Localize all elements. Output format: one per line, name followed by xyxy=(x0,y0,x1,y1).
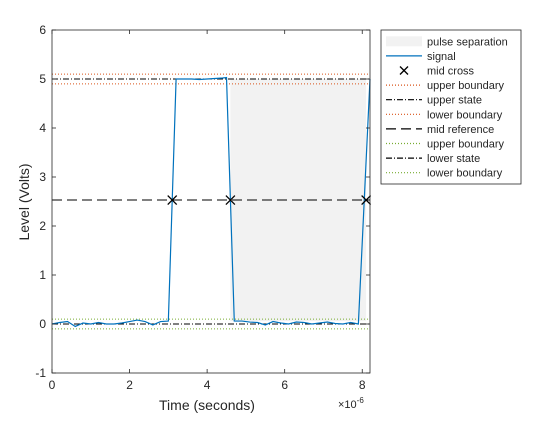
legend-label: mid cross xyxy=(427,66,475,78)
y-tick-label: 5 xyxy=(39,72,46,86)
legend-label: lower boundary xyxy=(427,109,503,121)
mid-cross-marker xyxy=(167,195,178,205)
x-tick-label: 0 xyxy=(49,378,56,392)
legend-label: pulse separation xyxy=(427,36,508,48)
mid-cross-stroke xyxy=(225,195,236,205)
axes-box xyxy=(51,29,371,374)
y-tick-label: 1 xyxy=(39,268,46,282)
signal-line xyxy=(51,76,371,328)
x-tick-label: 2 xyxy=(126,378,133,392)
legend-entry: upper state xyxy=(386,95,482,107)
legend-label: mid reference xyxy=(427,124,494,136)
legend-label: upper boundary xyxy=(427,80,505,92)
x-exponent-label: ×10-6 xyxy=(338,396,364,411)
legend-entry: lower boundary xyxy=(386,168,503,180)
legend-label: upper state xyxy=(427,95,482,107)
x-axis-label: Time (seconds) xyxy=(159,397,255,413)
legend-entry: mid cross xyxy=(399,66,475,78)
legend-label: lower state xyxy=(427,153,480,165)
legend-label: signal xyxy=(427,51,456,63)
x-tick-label: 8 xyxy=(359,378,366,392)
y-tick-label: 0 xyxy=(39,317,46,331)
legend-entry: pulse separation xyxy=(386,36,508,48)
mid-cross-marker xyxy=(361,195,372,205)
y-tick-label: 3 xyxy=(39,170,46,184)
y-tick-label: 6 xyxy=(39,23,46,37)
legend-label: upper boundary xyxy=(427,139,505,151)
y-axis-label: Level (Volts) xyxy=(16,163,32,240)
legend-entry: upper boundary xyxy=(386,139,505,151)
legend-swatch-patch xyxy=(386,36,422,47)
legend-entry: upper boundary xyxy=(386,80,505,92)
x-exponent-power: -6 xyxy=(357,396,365,405)
legend: pulse separation signal mid cross upper bou… xyxy=(380,29,522,185)
x-exponent-base: ×10 xyxy=(338,399,357,411)
legend-swatch-marker xyxy=(399,66,409,75)
x-tick-label: 6 xyxy=(281,378,288,392)
legend-entry: lower boundary xyxy=(386,109,503,121)
mid-cross-stroke xyxy=(167,195,178,205)
y-tick-label: -1 xyxy=(35,366,46,380)
legend-entry: mid reference xyxy=(386,124,494,136)
legend-entry: signal xyxy=(386,51,456,63)
mid-cross-marker xyxy=(225,195,236,205)
plot-area xyxy=(51,30,372,373)
y-tick-label: 4 xyxy=(39,121,46,135)
y-tick-label: 2 xyxy=(39,219,46,233)
mid-cross-stroke xyxy=(361,195,372,205)
legend-label: lower boundary xyxy=(427,168,503,180)
legend-entry: lower state xyxy=(386,153,480,165)
x-tick-label: 4 xyxy=(204,378,211,392)
